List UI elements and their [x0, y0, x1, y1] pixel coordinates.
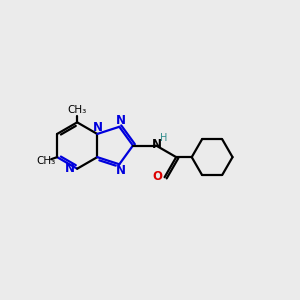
- Text: CH₃: CH₃: [68, 106, 87, 116]
- Text: N: N: [93, 121, 103, 134]
- Text: N: N: [116, 164, 125, 177]
- Text: N: N: [65, 162, 75, 175]
- Text: O: O: [152, 170, 162, 183]
- Text: N: N: [152, 138, 161, 151]
- Text: CH₃: CH₃: [36, 156, 56, 166]
- Text: H: H: [160, 133, 167, 143]
- Text: N: N: [116, 114, 125, 127]
